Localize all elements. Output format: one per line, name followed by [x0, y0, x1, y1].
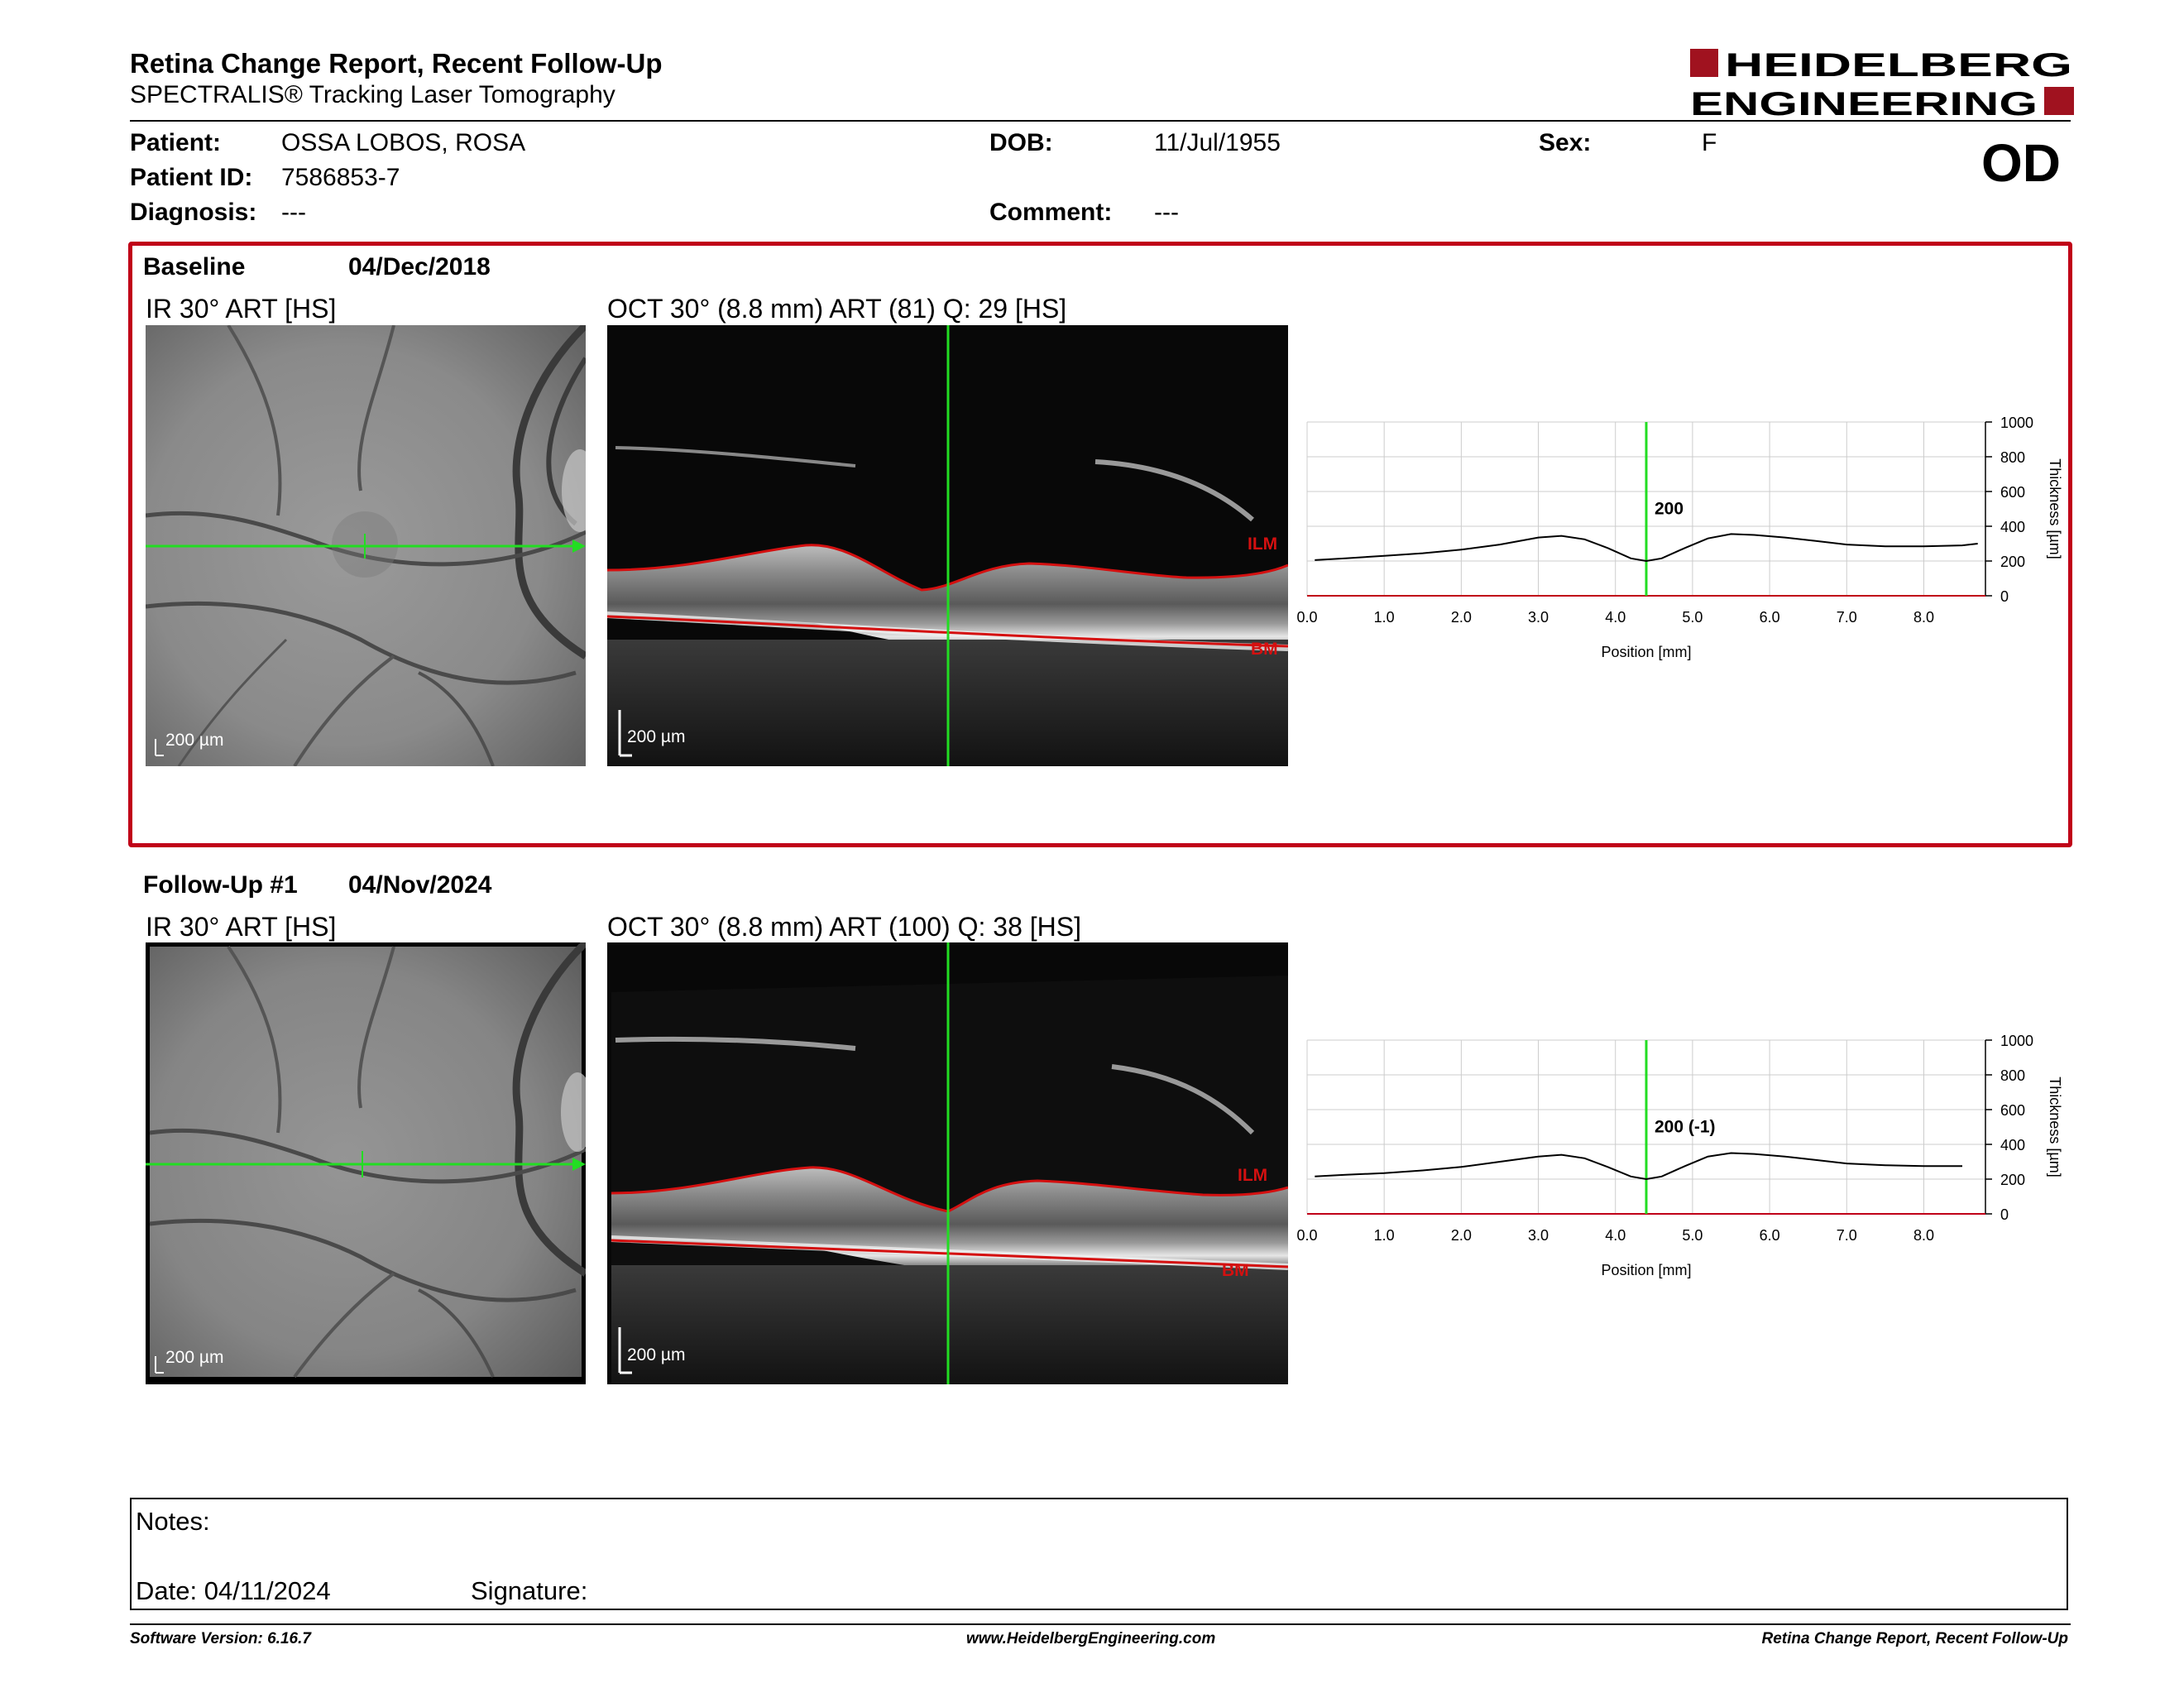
- followup-ir-caption: IR 30° ART [HS]: [146, 912, 337, 942]
- baseline-xtick-label-7: 7.0: [1837, 609, 1857, 626]
- baseline-y-axis-label: Thickness [µm]: [2047, 458, 2063, 559]
- baseline-xtick-label-6: 6.0: [1760, 609, 1780, 626]
- footer-report-name: Retina Change Report, Recent Follow-Up: [1761, 1630, 2068, 1647]
- baseline-ytick-label-0: 0: [2000, 588, 2009, 605]
- baseline-xtick-label-1: 1.0: [1374, 609, 1395, 626]
- report-subtitle: SPECTRALIS® Tracking Laser Tomography: [130, 81, 615, 108]
- dob-value: 11/Jul/1955: [1154, 129, 1281, 156]
- baseline-ilm-label: ILM: [1248, 535, 1278, 554]
- baseline-ir-caption: IR 30° ART [HS]: [146, 294, 337, 324]
- followup-ytick-label-1: 200: [2000, 1172, 2025, 1188]
- header-divider: [130, 120, 2071, 122]
- logo-line2: ENGINEERING: [1690, 86, 2038, 120]
- baseline-xtick-label-2: 2.0: [1451, 609, 1472, 626]
- diagnosis-value: ---: [281, 199, 306, 226]
- notes-box[interactable]: [130, 1498, 2068, 1610]
- followup-ilm-label: ILM: [1238, 1166, 1268, 1185]
- baseline-xtick-label-0: 0.0: [1296, 609, 1317, 626]
- baseline-xtick-label-8: 8.0: [1913, 609, 1934, 626]
- signature-label: Signature:: [471, 1576, 588, 1605]
- baseline-ir-image[interactable]: 200 µm: [146, 325, 586, 766]
- footer-divider: [130, 1623, 2071, 1625]
- heidelberg-logo: HEIDELBERG ENGINEERING: [1690, 47, 2074, 120]
- baseline-ytick-label-4: 800: [2000, 449, 2025, 466]
- baseline-oct-scale: 200 µm: [627, 727, 686, 746]
- followup-date: 04/Nov/2024: [348, 871, 492, 899]
- baseline-bm-label: BM: [1251, 640, 1278, 659]
- comment-value: ---: [1154, 199, 1179, 226]
- followup-thickness-chart: 0 200 400 600 800 1000 0.0 1.0 2.0 3.0 4.0 5.0 6.0 7.…: [1296, 1033, 2063, 1278]
- baseline-frame: [128, 242, 2072, 847]
- website-link[interactable]: www.HeidelbergEngineering.com: [966, 1630, 1216, 1647]
- followup-xtick-label-8: 8.0: [1913, 1227, 1934, 1244]
- baseline-ir-scale: 200 µm: [165, 731, 224, 750]
- followup-ilm-line: [611, 1166, 1288, 1213]
- eye-indicator: OD: [1981, 133, 2061, 193]
- followup-xtick-label-0: 0.0: [1296, 1227, 1317, 1244]
- patient-id-label: Patient ID:: [130, 164, 253, 191]
- followup-ytick-label-2: 400: [2000, 1137, 2025, 1153]
- baseline-x-axis-label: Position [mm]: [1601, 644, 1691, 660]
- followup-bm-line: [611, 1239, 1288, 1268]
- baseline-ytick-label-5: 1000: [2000, 415, 2033, 431]
- followup-ir-scale: 200 µm: [165, 1348, 224, 1367]
- followup-oct-caption: OCT 30° (8.8 mm) ART (100) Q: 38 [HS]: [607, 912, 1081, 942]
- diagnosis-label: Diagnosis:: [130, 199, 257, 226]
- baseline-xtick-label-3: 3.0: [1528, 609, 1549, 626]
- followup-xtick-label-3: 3.0: [1528, 1227, 1549, 1244]
- notes-label: Notes:: [136, 1507, 210, 1536]
- followup-oct-image[interactable]: ILM BM 200 µm: [607, 942, 1288, 1384]
- followup-xtick-label-1: 1.0: [1374, 1227, 1395, 1244]
- followup-ir-image[interactable]: 200 µm: [146, 942, 586, 1384]
- followup-xtick-label-6: 6.0: [1760, 1227, 1780, 1244]
- followup-label: Follow-Up #1: [143, 871, 298, 899]
- patient-id: 7586853-7: [281, 164, 400, 191]
- logo-line1: HEIDELBERG: [1725, 47, 2072, 84]
- sex-value: F: [1702, 129, 1717, 156]
- baseline-ytick-label-1: 200: [2000, 554, 2025, 570]
- followup-bm-label: BM: [1222, 1261, 1249, 1280]
- followup-xtick-label-7: 7.0: [1837, 1227, 1857, 1244]
- followup-xtick-label-5: 5.0: [1682, 1227, 1703, 1244]
- sex-label: Sex:: [1539, 129, 1592, 156]
- followup-ytick-label-3: 600: [2000, 1102, 2025, 1119]
- followup-ytick-label-4: 800: [2000, 1067, 2025, 1084]
- followup-oct-scale: 200 µm: [627, 1345, 686, 1364]
- baseline-bm-line: [607, 615, 1288, 648]
- baseline-thickness-chart: 0 200 400 600 800 1000 0.0 1.0 2.0 3.0 4.0 5.0 6.0 7.…: [1296, 415, 2063, 660]
- baseline-ytick-label-3: 600: [2000, 484, 2025, 501]
- followup-ytick-label-0: 0: [2000, 1206, 2009, 1223]
- baseline-ilm-line: [607, 544, 1288, 592]
- followup-xtick-label-2: 2.0: [1451, 1227, 1472, 1244]
- baseline-oct-caption: OCT 30° (8.8 mm) ART (81) Q: 29 [HS]: [607, 294, 1067, 324]
- software-version: Software Version: 6.16.7: [130, 1630, 311, 1647]
- baseline-label: Baseline: [143, 253, 246, 281]
- baseline-oct-image[interactable]: ILM BM 200 µm: [607, 325, 1288, 766]
- notes-date: Date: 04/11/2024: [136, 1576, 331, 1605]
- baseline-xtick-label-4: 4.0: [1605, 609, 1626, 626]
- followup-marker-value: 200 (-1): [1655, 1117, 1716, 1136]
- followup-thickness-series-0: [1315, 1152, 1962, 1181]
- patient-name-label: Patient:: [130, 129, 222, 156]
- baseline-xtick-label-5: 5.0: [1682, 609, 1703, 626]
- baseline-date: 04/Dec/2018: [348, 253, 491, 281]
- followup-xtick-label-4: 4.0: [1605, 1227, 1626, 1244]
- followup-y-axis-label: Thickness [µm]: [2047, 1077, 2063, 1177]
- dob-label: DOB:: [989, 129, 1053, 156]
- baseline-thickness-series-0: [1315, 533, 1978, 563]
- comment-label: Comment:: [989, 199, 1113, 226]
- baseline-marker-value: 200: [1655, 499, 1684, 518]
- patient-name: OSSA LOBOS, ROSA: [281, 129, 526, 156]
- report-title: Retina Change Report, Recent Follow-Up: [130, 48, 663, 79]
- followup-ytick-label-5: 1000: [2000, 1033, 2033, 1049]
- followup-x-axis-label: Position [mm]: [1601, 1262, 1691, 1278]
- baseline-ytick-label-2: 400: [2000, 519, 2025, 535]
